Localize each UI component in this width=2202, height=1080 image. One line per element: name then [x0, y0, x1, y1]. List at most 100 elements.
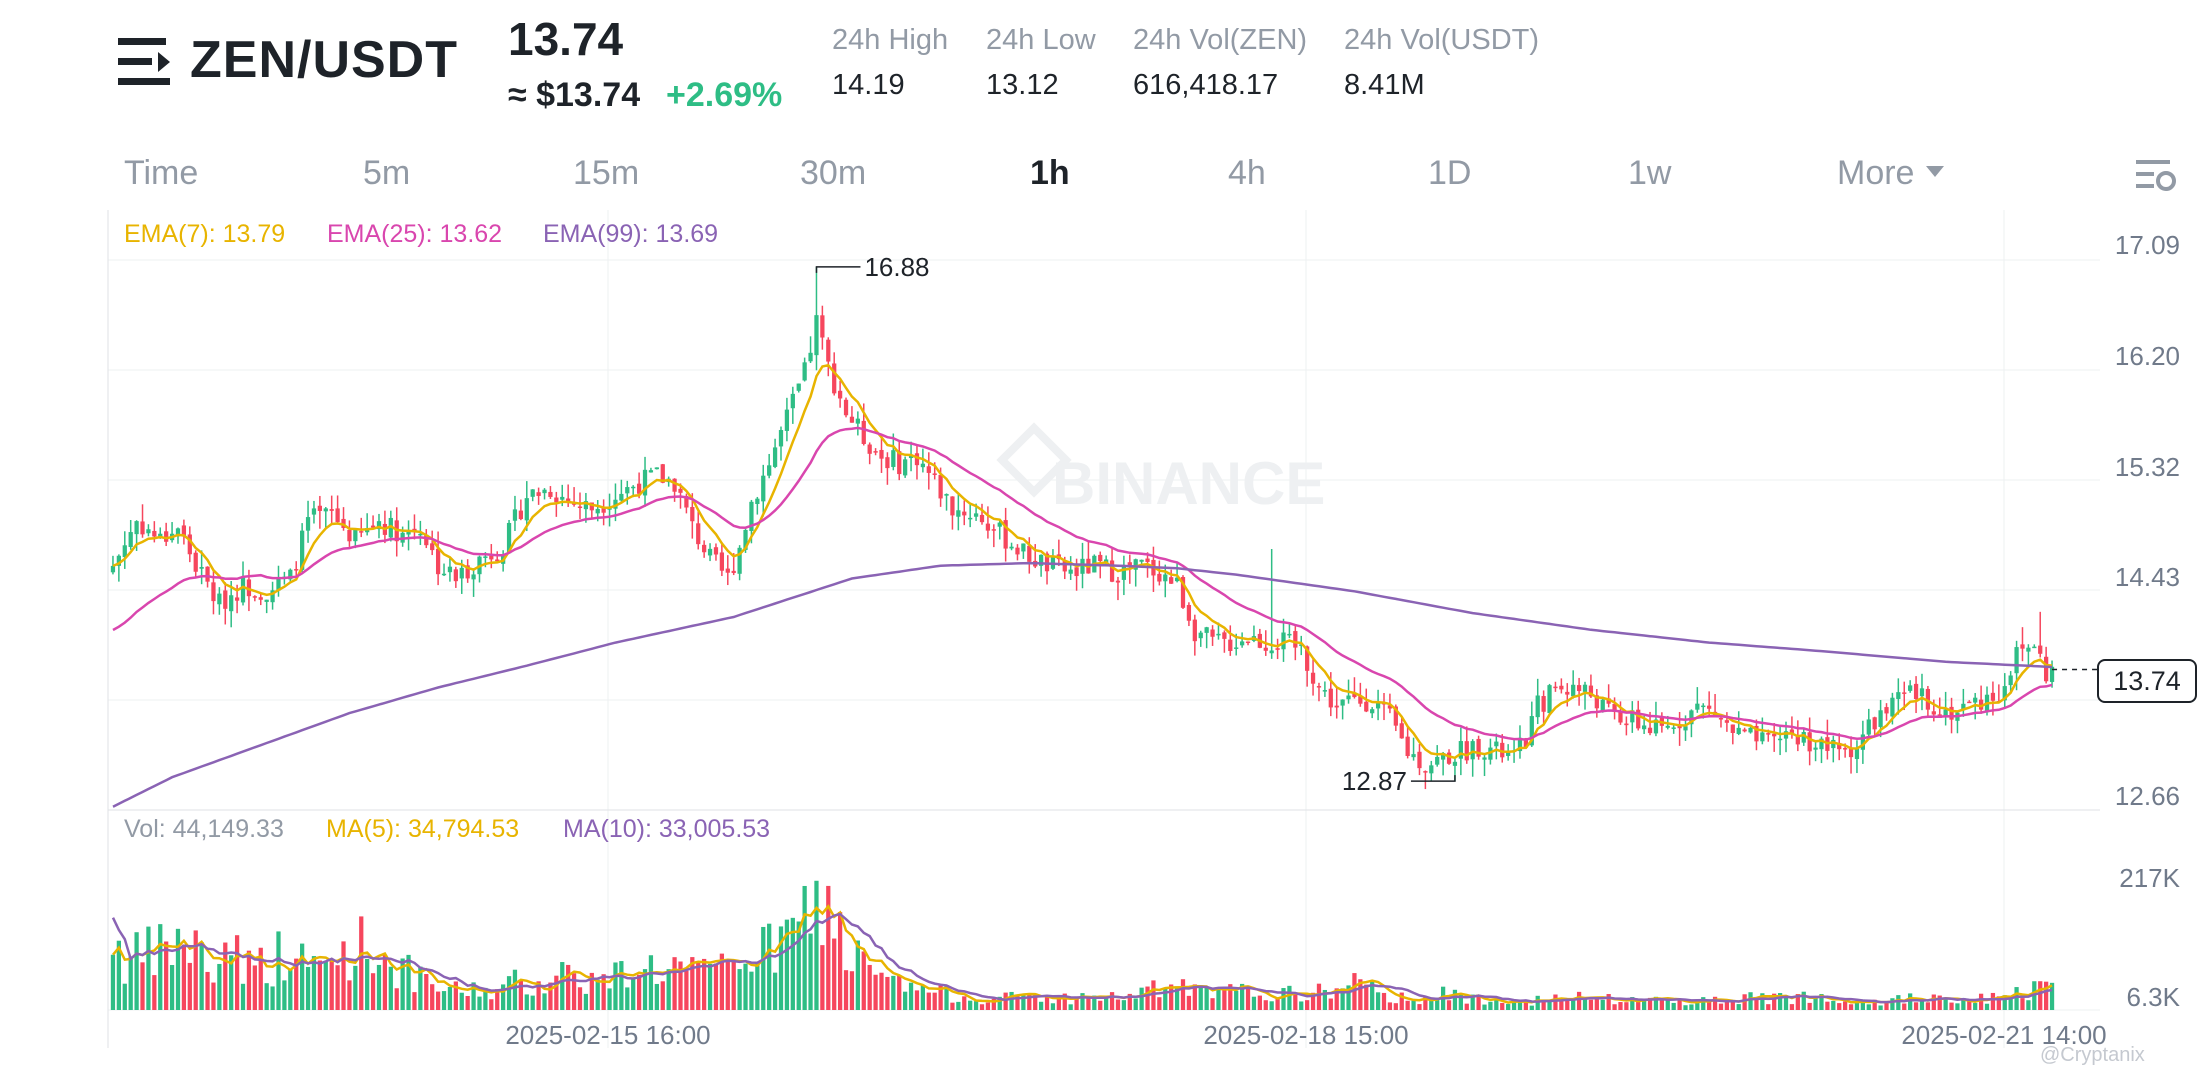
chart-settings-icon[interactable] [2136, 156, 2176, 192]
candle [968, 517, 973, 520]
candle [240, 576, 246, 603]
candle [678, 488, 683, 493]
stat-24h-vol-zen: 24h Vol(ZEN) 616,418.17 [1133, 24, 1307, 102]
candle [595, 508, 600, 514]
volume-bar [1340, 988, 1345, 1010]
candle [1624, 723, 1629, 726]
volume-bar [1352, 973, 1357, 1010]
candle [1961, 703, 1966, 710]
volume-bar [1677, 999, 1682, 1010]
stat-value: 616,418.17 [1133, 69, 1279, 101]
volume-bar [973, 1001, 979, 1010]
candle [1393, 706, 1398, 726]
candle [1559, 685, 1564, 690]
volume-bar [749, 971, 754, 1010]
volume-bar [991, 998, 996, 1010]
volume-bar [1275, 998, 1280, 1010]
volume-bar [536, 981, 541, 1010]
volume-bar [2014, 987, 2019, 1010]
volume-bar [1476, 994, 1481, 1010]
candle [826, 339, 831, 362]
candle [772, 447, 778, 467]
ema99-line [112, 561, 2053, 808]
candle [1653, 719, 1659, 734]
candle [908, 455, 914, 459]
volume-bar [1565, 998, 1570, 1010]
candle [347, 529, 352, 542]
volume-bar [666, 969, 671, 1010]
volume-bar [305, 966, 311, 1010]
volume-bar [329, 960, 334, 1010]
tab-time[interactable]: Time [124, 154, 199, 192]
tab-more-label: More [1837, 154, 1915, 192]
tab-1w[interactable]: 1w [1628, 154, 1672, 192]
candle [1245, 641, 1251, 644]
volume-bar [311, 956, 317, 1010]
candle [1305, 646, 1310, 671]
volume-bar [1251, 996, 1257, 1010]
candle [938, 474, 943, 499]
tab-15m[interactable]: 15m [573, 154, 640, 192]
candle [1139, 559, 1144, 562]
candle [1186, 604, 1192, 621]
volume-bar [264, 983, 269, 1010]
tab-more[interactable]: More [1837, 154, 1945, 193]
volume-bar [891, 975, 896, 1010]
tab-4h[interactable]: 4h [1228, 154, 1266, 192]
volume-bar [1641, 999, 1647, 1010]
volume-bar [435, 991, 441, 1010]
candle [1807, 732, 1812, 752]
volume-bar [424, 974, 429, 1010]
volume-bar [175, 928, 181, 1010]
candle [1506, 751, 1511, 756]
tab-5m[interactable]: 5m [363, 154, 411, 192]
volume-bar [1837, 1003, 1842, 1010]
candle [252, 596, 257, 598]
volume-bar [1535, 995, 1540, 1010]
candle [1157, 573, 1162, 582]
ma10-line [111, 912, 2053, 1004]
volume-bar [158, 924, 163, 1010]
volume-bar [796, 921, 801, 1010]
volume-bar [1647, 997, 1653, 1010]
tab-30m[interactable]: 30m [800, 154, 867, 192]
candle [1523, 738, 1529, 748]
candle [820, 315, 825, 338]
candle [1884, 707, 1889, 714]
candle [861, 420, 866, 444]
candle [1913, 683, 1919, 700]
candle [1275, 648, 1280, 650]
volume-bar [678, 961, 683, 1010]
volume-bar [1919, 1001, 1925, 1010]
tab-1d[interactable]: 1D [1428, 154, 1472, 192]
volume-bar [495, 989, 500, 1010]
volume-bar [879, 972, 884, 1010]
volume-bar [1701, 997, 1706, 1010]
volume-bar [1636, 1000, 1641, 1010]
candle [1517, 737, 1523, 752]
high-marker-label: 16.88 [864, 252, 929, 282]
menu-icon[interactable] [118, 38, 170, 86]
candle [1210, 629, 1215, 637]
candle [1328, 688, 1333, 708]
volume-bar [814, 880, 819, 1010]
volume-bar [1748, 992, 1753, 1010]
volume-bar [849, 971, 855, 1010]
volume-bar [217, 963, 222, 1010]
candle [122, 545, 127, 558]
candle [1571, 684, 1576, 697]
volume-bar [784, 919, 790, 1010]
volume-bar [707, 963, 713, 1010]
volume-bar [808, 933, 813, 1010]
tab-1h[interactable]: 1h [1030, 154, 1070, 192]
candle [524, 498, 529, 521]
volume-bar [950, 1002, 955, 1010]
volume-bar [146, 926, 151, 1010]
volume-bar [1671, 1002, 1676, 1010]
volume-bar [1653, 996, 1659, 1010]
candle [997, 522, 1002, 527]
volume-bar [1228, 984, 1233, 1010]
volume-bar [282, 980, 287, 1010]
volume-bar [1186, 995, 1192, 1010]
